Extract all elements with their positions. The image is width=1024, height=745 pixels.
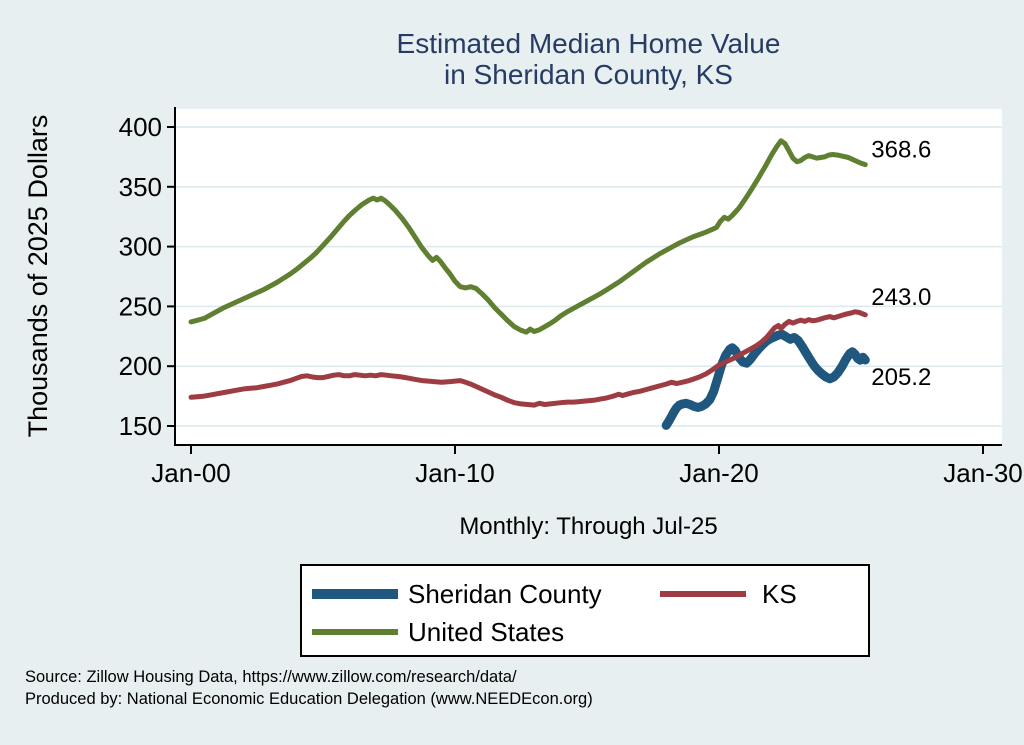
series-end-label-sheridan-county: 205.2: [871, 364, 931, 391]
chart-title-line-2: in Sheridan County, KS: [444, 59, 733, 90]
series-end-label-ks: 243.0: [871, 284, 931, 311]
chart-title: Estimated Median Home Value in Sheridan …: [175, 28, 1002, 90]
y-tick-label: 300: [119, 232, 162, 262]
chart-title-line-1: Estimated Median Home Value: [396, 28, 781, 59]
legend-label-sheridan-county: Sheridan County: [408, 578, 602, 609]
legend-label-united-states: United States: [408, 616, 565, 647]
x-tick-label: Jan-00: [151, 458, 231, 488]
source-note: Source: Zillow Housing Data, https://www…: [25, 666, 593, 710]
x-tick-label: Jan-10: [415, 458, 495, 488]
legend-label-ks: KS: [762, 578, 797, 609]
legend: Sheridan County KS United States: [300, 564, 870, 657]
legend-swatch-united-states: [312, 629, 398, 635]
y-tick-label: 250: [119, 291, 162, 321]
y-tick-label: 200: [119, 351, 162, 381]
series-line-ks: [188, 309, 868, 408]
producer-line: Produced by: National Economic Education…: [25, 690, 593, 708]
series-line-sheridan-county: [661, 330, 870, 430]
series-end-label-united-states: 368.6: [871, 137, 931, 164]
x-tick-label: Jan-30: [943, 458, 1023, 488]
y-tick-label: 150: [119, 411, 162, 441]
y-tick-label: 400: [119, 112, 162, 142]
x-axis-note: Monthly: Through Jul-25: [459, 513, 718, 540]
x-tick-label: Jan-20: [679, 458, 759, 488]
series-line-united-states: [188, 138, 868, 335]
legend-swatch-ks: [660, 591, 746, 597]
legend-swatch-sheridan-county: [312, 589, 398, 599]
y-tick-label: 350: [119, 172, 162, 202]
source-line: Source: Zillow Housing Data, https://www…: [25, 668, 517, 686]
